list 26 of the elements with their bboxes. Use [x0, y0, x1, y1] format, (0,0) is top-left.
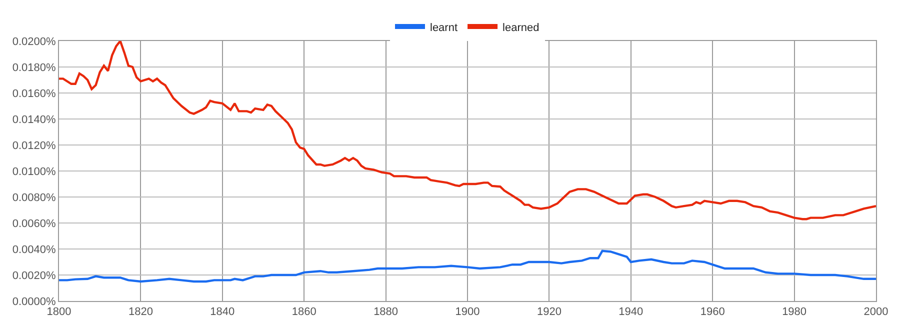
y-tick-label: 0.0120% [12, 140, 56, 152]
x-tick-label: 1860 [292, 306, 316, 318]
x-tick-label: 1880 [374, 306, 398, 318]
x-tick-label: 2000 [864, 306, 888, 318]
legend-label: learned [502, 22, 540, 34]
y-tick-label: 0.0000% [12, 296, 56, 308]
x-tick-label: 1840 [210, 306, 235, 318]
x-tick-label: 1800 [46, 306, 72, 318]
x-tick-label: 1900 [455, 306, 480, 318]
y-tick-label: 0.0140% [12, 114, 56, 126]
y-tick-label: 0.0080% [12, 192, 56, 204]
y-tick-label: 0.0200% [12, 36, 56, 48]
y-tick-label: 0.0060% [12, 218, 56, 230]
y-tick-label: 0.0160% [12, 88, 56, 100]
y-tick-label: 0.0020% [12, 270, 56, 282]
x-tick-label: 1980 [782, 306, 807, 318]
legend-label: learnt [430, 22, 458, 34]
y-tick-label: 0.0100% [12, 166, 56, 178]
y-tick-label: 0.0040% [12, 244, 56, 256]
line-series [59, 41, 876, 220]
line-series [59, 250, 876, 283]
y-tick-label: 0.0180% [12, 62, 56, 74]
x-tick-label: 1820 [128, 306, 153, 318]
x-tick-label: 1960 [700, 306, 725, 318]
x-tick-label: 1940 [618, 306, 644, 318]
x-tick-label: 1920 [536, 306, 562, 318]
